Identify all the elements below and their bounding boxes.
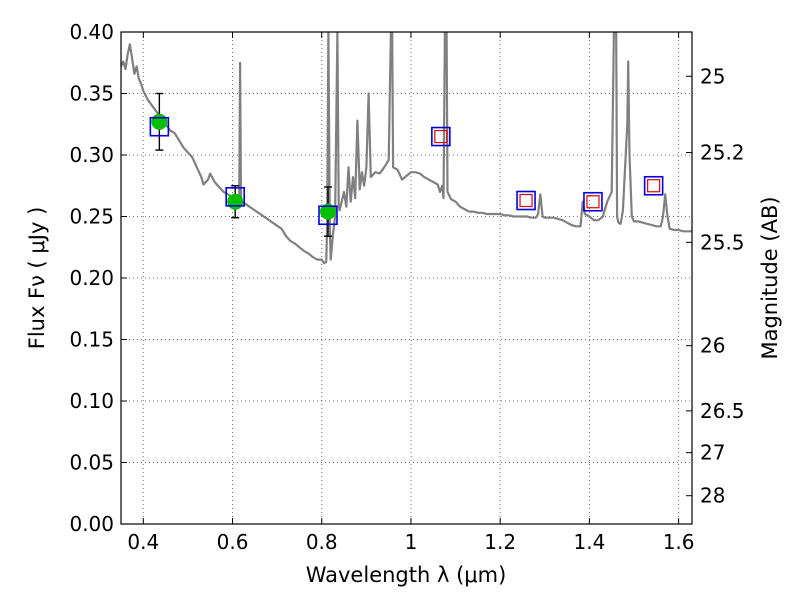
model-spectrum-line (121, 32, 692, 265)
tick-labels: 0.4 0.6 0.8 1 1.2 1.4 1.6 0.00 0.05 0.10 0.15 0.20 0… (69, 20, 744, 554)
model-flux-marker (583, 191, 603, 212)
y-tick-label: 0.05 (69, 451, 114, 475)
plot-frame (120, 31, 693, 525)
model-flux-marker (318, 205, 338, 226)
y-tick-label: 0.25 (69, 205, 114, 229)
right-tick-label: 28 (700, 484, 725, 508)
x-tick-label: 1.2 (484, 530, 516, 554)
right-tick-label: 27 (700, 441, 725, 465)
x-tick-label: 1 (405, 530, 418, 554)
model-flux-marker (149, 116, 170, 137)
x-tick-label: 0.6 (217, 530, 249, 554)
y-tick-label: 0.00 (69, 512, 114, 536)
spectrum-layer (121, 32, 692, 265)
y-tick-label: 0.15 (69, 328, 114, 352)
observed-flux-point (319, 203, 336, 220)
y-tick-label: 0.10 (69, 389, 114, 413)
model-layer (149, 116, 664, 226)
model-flux-marker (225, 187, 245, 207)
observed-flux-point (151, 113, 168, 130)
right-tick-label: 26 (700, 334, 725, 358)
x-tick-label: 1.4 (573, 530, 605, 554)
model-flux-inner-marker (434, 129, 448, 144)
x-tick-label: 0.4 (127, 530, 159, 554)
right-tick-label: 25.2 (700, 141, 745, 165)
errorbar-layer (155, 92, 332, 237)
x-tick-label: 0.8 (306, 530, 338, 554)
model-flux-inner-marker (586, 195, 600, 209)
grid (121, 31, 692, 525)
y-axis-label: Flux Fν ( μJy ) (25, 207, 49, 350)
right-tick-label: 25 (700, 64, 725, 88)
x-tick-label: 1.6 (663, 530, 695, 554)
right-axis-label: Magnitude (AB) (758, 196, 782, 359)
observed-flux-point (227, 193, 244, 210)
right-tick-label: 26.5 (700, 399, 745, 423)
right-tick-label: 25.5 (700, 230, 745, 254)
y-tick-label: 0.40 (69, 20, 114, 44)
model-flux-inner-marker (647, 179, 661, 193)
model-flux-marker (516, 190, 536, 211)
y-tick-label: 0.30 (69, 143, 114, 167)
axis-ticks (121, 31, 692, 525)
model-flux-marker (431, 126, 451, 147)
x-axis-label: Wavelength λ (μm) (306, 563, 507, 587)
model-flux-marker (643, 175, 664, 196)
y-tick-label: 0.20 (69, 266, 114, 290)
model-flux-inner-marker (519, 193, 533, 208)
y-tick-label: 0.35 (69, 82, 114, 106)
